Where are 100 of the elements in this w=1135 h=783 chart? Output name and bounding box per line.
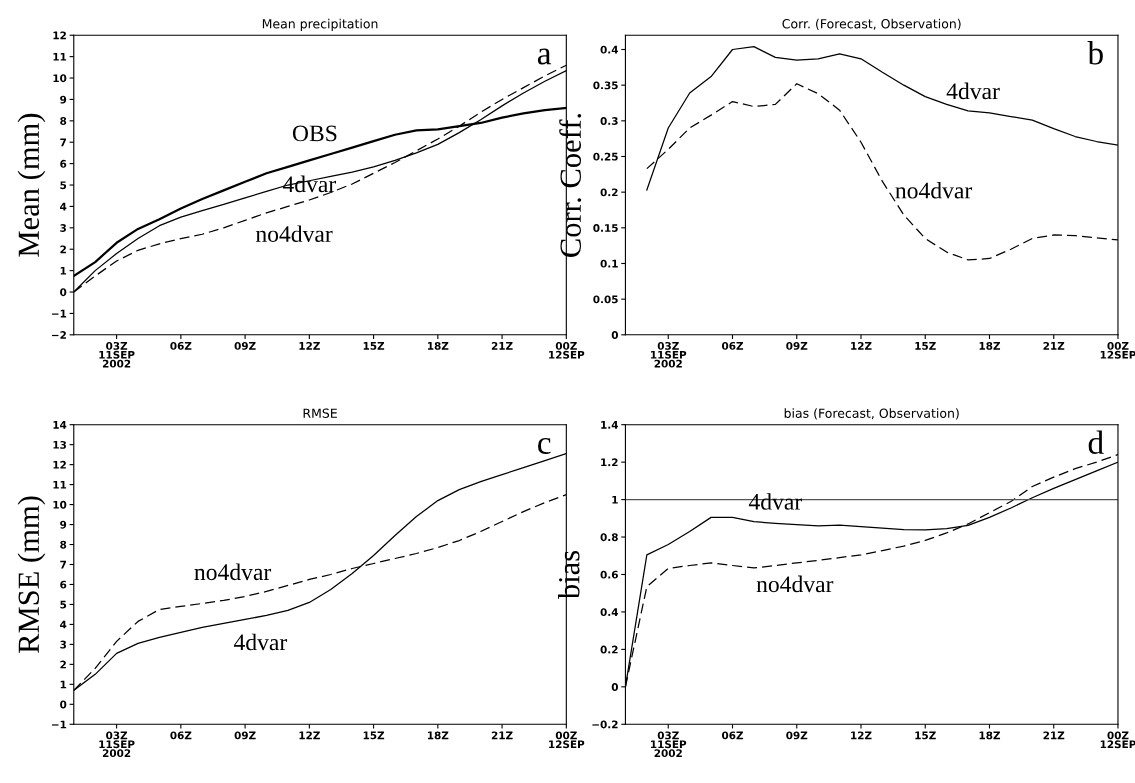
x-tick-label: 00Z 12SEP bbox=[549, 731, 585, 749]
y-tick-label: 1 bbox=[60, 680, 67, 689]
y-tick-label: 3 bbox=[60, 640, 66, 649]
annotation: d bbox=[1088, 430, 1104, 455]
x-tick-label: 18Z bbox=[979, 341, 1001, 350]
chart-title: Corr. (Forecast, Observation) bbox=[782, 18, 961, 30]
y-tick-label: 9 bbox=[60, 520, 67, 529]
y-tick-label: 0.6 bbox=[600, 570, 618, 579]
y-tick-label: 12 bbox=[53, 31, 66, 40]
series-label: no4dvar bbox=[895, 181, 973, 199]
x-tick-label: 09Z bbox=[786, 731, 808, 740]
x-tick-label: 09Z bbox=[234, 341, 256, 350]
y-tick-label: 4 bbox=[60, 620, 67, 629]
y-tick-label: 1 bbox=[60, 266, 67, 275]
chart-title: Mean precipitation bbox=[262, 18, 378, 31]
y-tick-label: 0 bbox=[60, 700, 67, 709]
x-tick-label: 06Z bbox=[721, 341, 744, 350]
x-tick-label: 21Z bbox=[491, 731, 513, 740]
y-tick-label: 13 bbox=[53, 440, 66, 449]
y-tick-label: 11 bbox=[53, 480, 67, 489]
y-tick-label: 6 bbox=[60, 159, 67, 168]
y-tick-label: 5 bbox=[60, 181, 67, 190]
y-tick-label: 0.2 bbox=[600, 645, 618, 654]
y-tick-label: 0.3 bbox=[600, 117, 618, 125]
y-tick-label: 0.15 bbox=[593, 224, 618, 232]
y-tick-label: 0.35 bbox=[593, 81, 618, 90]
y-tick-label: 0.4 bbox=[600, 608, 619, 617]
y-tick-label: −1 bbox=[51, 720, 67, 729]
x-tick-label: 15Z bbox=[363, 342, 385, 350]
x-tick-label: 06Z bbox=[170, 341, 192, 350]
y-tick-label: 6 bbox=[60, 580, 67, 589]
x-tick-label: 18Z bbox=[427, 731, 449, 740]
y-tick-label: −2 bbox=[51, 331, 66, 339]
series-label: no4dvar bbox=[255, 225, 333, 243]
y-tick-label: 0.8 bbox=[600, 533, 618, 542]
y-axis-title: bias bbox=[558, 550, 580, 600]
y-tick-label: 4 bbox=[60, 202, 67, 211]
y-tick-label: 0.4 bbox=[600, 45, 619, 54]
x-tick-label: 18Z bbox=[979, 731, 1001, 740]
y-tick-label: 14 bbox=[53, 421, 67, 429]
y-tick-label: 8 bbox=[60, 117, 67, 125]
x-tick-label: 18Z bbox=[427, 341, 449, 350]
y-tick-label: 0.1 bbox=[600, 259, 618, 268]
y-tick-label: 5 bbox=[60, 600, 67, 609]
x-tick-label: 03Z 11SEP 2002 bbox=[99, 341, 135, 368]
series-label: no4dvar bbox=[756, 575, 834, 593]
chart-title: bias (Forecast, Observation) bbox=[784, 408, 959, 420]
y-axis-title: Corr. Coeff. bbox=[559, 113, 582, 257]
y-tick-label: 0.05 bbox=[593, 295, 618, 304]
x-tick-label: 12Z bbox=[851, 341, 872, 350]
x-tick-label: 03Z 11SEP 2002 bbox=[651, 341, 687, 368]
y-tick-label: 9 bbox=[60, 95, 67, 104]
y-tick-label: 0 bbox=[611, 683, 618, 691]
x-tick-label: 03Z 11SEP 2002 bbox=[99, 731, 135, 758]
x-tick-label: 21Z bbox=[491, 341, 513, 350]
series-label: 4dvar bbox=[946, 82, 1000, 100]
x-tick-label: 09Z bbox=[234, 731, 256, 740]
y-tick-label: 8 bbox=[60, 540, 67, 549]
x-tick-label: 12Z bbox=[851, 731, 872, 740]
y-tick-label: 10 bbox=[53, 74, 67, 83]
x-tick-label: 00Z 12SEP bbox=[549, 341, 585, 359]
y-tick-label: 2 bbox=[60, 660, 66, 669]
x-tick-label: 00Z 12SEP bbox=[1100, 731, 1135, 749]
y-tick-label: −1 bbox=[51, 309, 67, 318]
chart-title: RMSE bbox=[303, 408, 337, 418]
y-tick-label: 12 bbox=[53, 460, 66, 469]
y-tick-label: 1 bbox=[612, 495, 618, 504]
y-tick-label: 10 bbox=[53, 500, 67, 509]
y-tick-label: 0 bbox=[60, 288, 67, 297]
x-tick-label: 12Z bbox=[299, 731, 320, 740]
y-tick-label: 1.2 bbox=[601, 458, 618, 467]
x-tick-label: 21Z bbox=[1043, 341, 1065, 350]
x-tick-label: 12Z bbox=[299, 341, 320, 350]
x-tick-label: 09Z bbox=[786, 341, 808, 350]
y-tick-label: 0 bbox=[611, 331, 618, 339]
series-label: OBS bbox=[292, 125, 337, 142]
x-tick-label: 06Z bbox=[721, 731, 744, 740]
annotation: a bbox=[537, 48, 552, 65]
y-tick-label: 2 bbox=[60, 245, 66, 254]
y-axis-title: Mean (mm) bbox=[17, 113, 46, 257]
series-label: 4dvar bbox=[282, 175, 337, 193]
annotation: b bbox=[1087, 41, 1103, 65]
x-tick-label: 06Z bbox=[170, 731, 192, 740]
series-label: 4dvar bbox=[233, 633, 288, 651]
x-tick-label: 00Z 12SEP bbox=[1100, 341, 1135, 359]
y-axis-title: RMSE (mm) bbox=[17, 496, 46, 653]
y-tick-label: 7 bbox=[60, 138, 66, 147]
x-tick-label: 03Z 11SEP 2002 bbox=[651, 731, 687, 758]
y-tick-label: 11 bbox=[53, 53, 67, 61]
y-tick-label: 1.4 bbox=[601, 421, 619, 429]
y-tick-label: 0.25 bbox=[593, 152, 618, 161]
y-tick-label: 0.2 bbox=[600, 188, 618, 197]
x-tick-label: 21Z bbox=[1043, 731, 1065, 740]
x-tick-label: 15Z bbox=[915, 342, 936, 350]
x-tick-label: 15Z bbox=[363, 731, 385, 740]
y-tick-label: 7 bbox=[60, 560, 66, 569]
x-tick-label: 15Z bbox=[915, 731, 936, 740]
y-tick-label: −0.2 bbox=[592, 720, 618, 729]
annotation: c bbox=[538, 437, 551, 455]
series-label: no4dvar bbox=[194, 563, 272, 581]
